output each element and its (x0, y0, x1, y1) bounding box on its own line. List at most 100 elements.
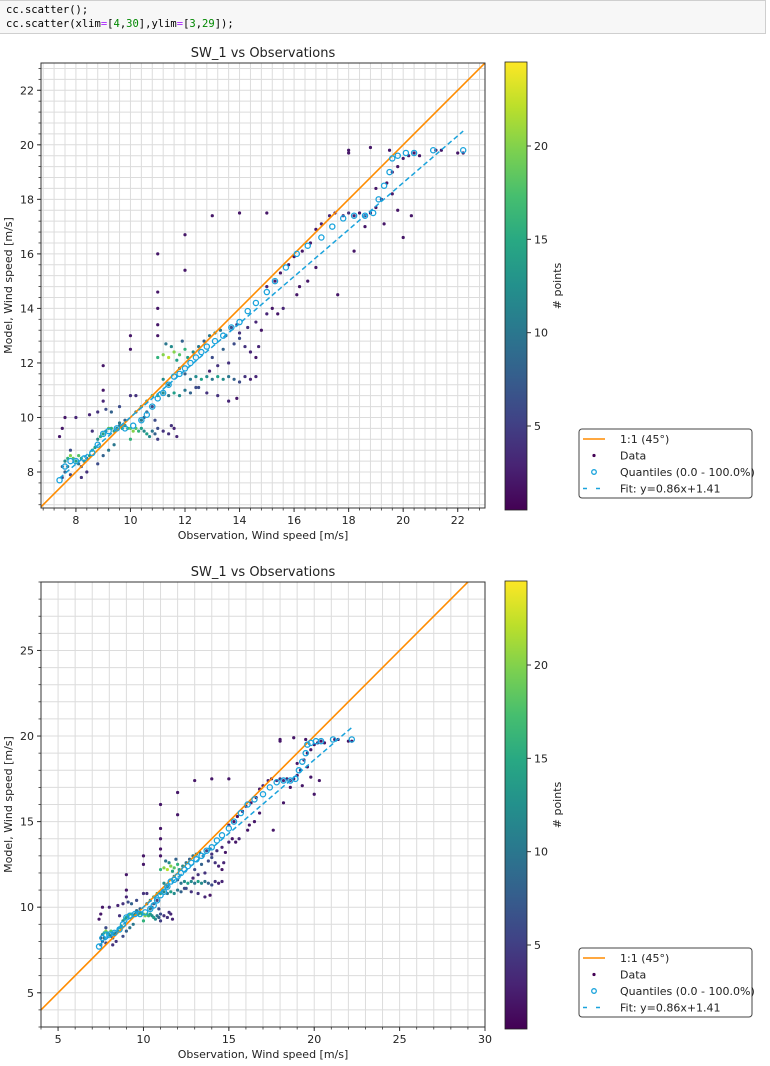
quantile-marker (80, 455, 88, 462)
data-point (396, 208, 400, 212)
data-point (124, 888, 128, 892)
data-point (196, 879, 200, 884)
data-point (126, 900, 130, 904)
data-point (188, 377, 193, 381)
code-text: , (119, 18, 127, 30)
data-point (196, 873, 200, 877)
quantile-marker (329, 223, 336, 230)
data-point (97, 917, 101, 921)
data-point (90, 429, 94, 433)
data-point (309, 775, 313, 779)
quantile-marker (72, 457, 80, 465)
data-point (96, 410, 100, 414)
data-point (170, 869, 175, 873)
quantile-marker (410, 149, 418, 157)
quantile-marker (147, 905, 154, 913)
data-point (207, 369, 212, 373)
quantile-marker (123, 914, 130, 921)
quantile-marker (167, 878, 175, 885)
code-cell[interactable]: cc.scatter(); cc.scatter(xlim=[4,30],yli… (0, 0, 766, 34)
x-tick-label: 14 (233, 514, 247, 527)
data-point (197, 385, 201, 390)
data-point (210, 852, 214, 856)
data-point (141, 891, 146, 896)
data-point (257, 811, 262, 815)
code-operator: = (176, 18, 184, 30)
quantile-marker (402, 149, 410, 157)
data-point (304, 737, 308, 742)
data-point (221, 347, 225, 351)
data-point (271, 828, 275, 832)
code-line-1: cc.scatter(); (6, 4, 88, 16)
data-point (156, 355, 160, 360)
data-point (183, 268, 187, 272)
data-point (205, 391, 209, 395)
data-point (100, 905, 105, 909)
data-point (412, 151, 416, 155)
quantile-marker (102, 931, 110, 938)
data-point (167, 910, 171, 914)
quantile-marker (252, 299, 260, 307)
quantile-marker (389, 155, 396, 162)
data-point (167, 432, 171, 436)
data-point (186, 881, 190, 885)
quantile-marker (193, 856, 200, 863)
data-point (156, 252, 160, 256)
quantile-marker (304, 741, 311, 748)
data-point (317, 778, 321, 783)
data-point (128, 926, 132, 930)
data-point (248, 377, 253, 381)
data-point (77, 454, 81, 458)
data-point (145, 891, 149, 896)
quantile-marker (113, 425, 121, 432)
legend: 1:1 (45°) Data Quantiles (0.0 - 100.0%) Fit… (578, 428, 755, 499)
data-point (158, 826, 163, 831)
data-point (121, 934, 125, 938)
data-point (172, 866, 176, 870)
data-point (295, 293, 299, 297)
data-point (157, 915, 161, 920)
quantile-marker (181, 866, 188, 873)
fit-line (59, 130, 464, 479)
data-point (182, 879, 187, 884)
code-text: , (195, 18, 203, 30)
data-point (57, 434, 62, 439)
data-point (206, 881, 210, 885)
data-point (68, 454, 73, 458)
quantile-marker (187, 359, 194, 367)
quantile-marker (339, 215, 347, 222)
data-point (156, 306, 160, 311)
data-point (172, 426, 176, 430)
quantile-marker (154, 395, 161, 402)
data-point (121, 902, 125, 906)
x-tick-label: 18 (342, 514, 356, 527)
quantile-marker (111, 929, 118, 937)
data-point (167, 861, 171, 865)
data-point (210, 777, 214, 781)
y-tick-label: 18 (20, 193, 34, 206)
data-point (189, 879, 193, 884)
data-point (176, 888, 180, 892)
quantile-marker (244, 801, 251, 808)
grid (41, 63, 485, 508)
data-point (352, 249, 356, 253)
data-point (128, 437, 133, 441)
data-point (191, 876, 195, 880)
data-point (161, 391, 165, 395)
y-tick-label: 15 (20, 816, 34, 829)
y-tick-label: 25 (20, 644, 34, 657)
quantile-marker (94, 441, 101, 448)
colorbar-gradient (504, 61, 528, 511)
data-point (196, 891, 200, 896)
quantile-marker (157, 891, 164, 899)
legend-entry: Data (620, 969, 646, 982)
data-point (252, 820, 257, 824)
data-point (210, 855, 214, 860)
data-point (217, 864, 221, 868)
data-point (281, 778, 286, 783)
quantile-marker (211, 337, 219, 345)
data-point (147, 434, 152, 439)
data-point (194, 385, 198, 390)
data-point (156, 290, 160, 294)
data-point (139, 418, 143, 422)
